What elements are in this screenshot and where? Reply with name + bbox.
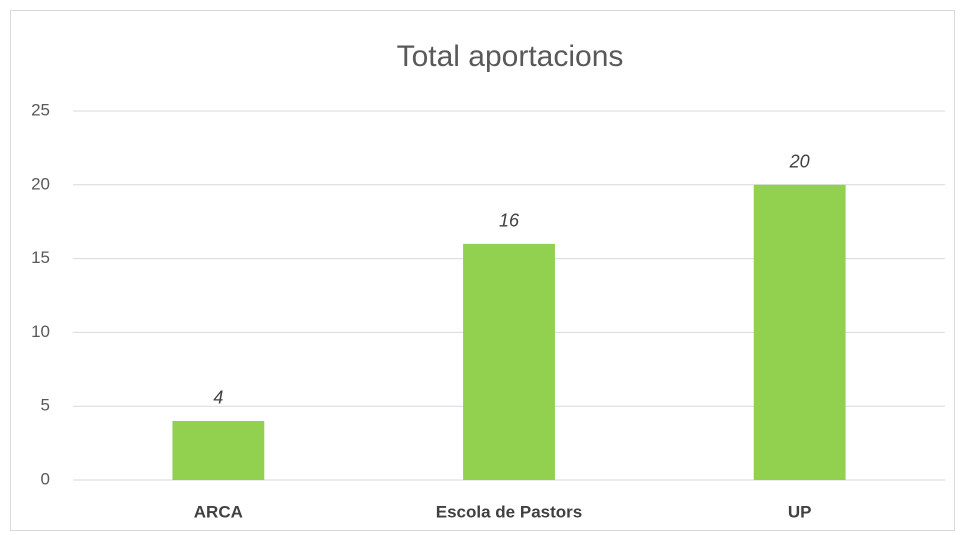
data-label: 20	[789, 152, 810, 172]
data-label: 16	[499, 211, 520, 231]
y-tick-label: 5	[41, 396, 50, 415]
bar	[172, 420, 265, 480]
x-tick-label: UP	[788, 502, 812, 521]
data-label: 4	[213, 388, 223, 408]
bar	[463, 243, 555, 480]
bar	[753, 184, 846, 481]
y-tick-label: 0	[41, 469, 50, 488]
y-tick-label: 20	[31, 174, 50, 193]
y-tick-label: 25	[31, 100, 50, 119]
y-tick-label: 10	[31, 322, 50, 341]
y-tick-label: 15	[31, 248, 50, 267]
x-tick-label: Escola de Pastors	[436, 502, 582, 521]
x-tick-label: ARCA	[194, 502, 243, 521]
chart-title: Total aportacions	[397, 40, 624, 73]
